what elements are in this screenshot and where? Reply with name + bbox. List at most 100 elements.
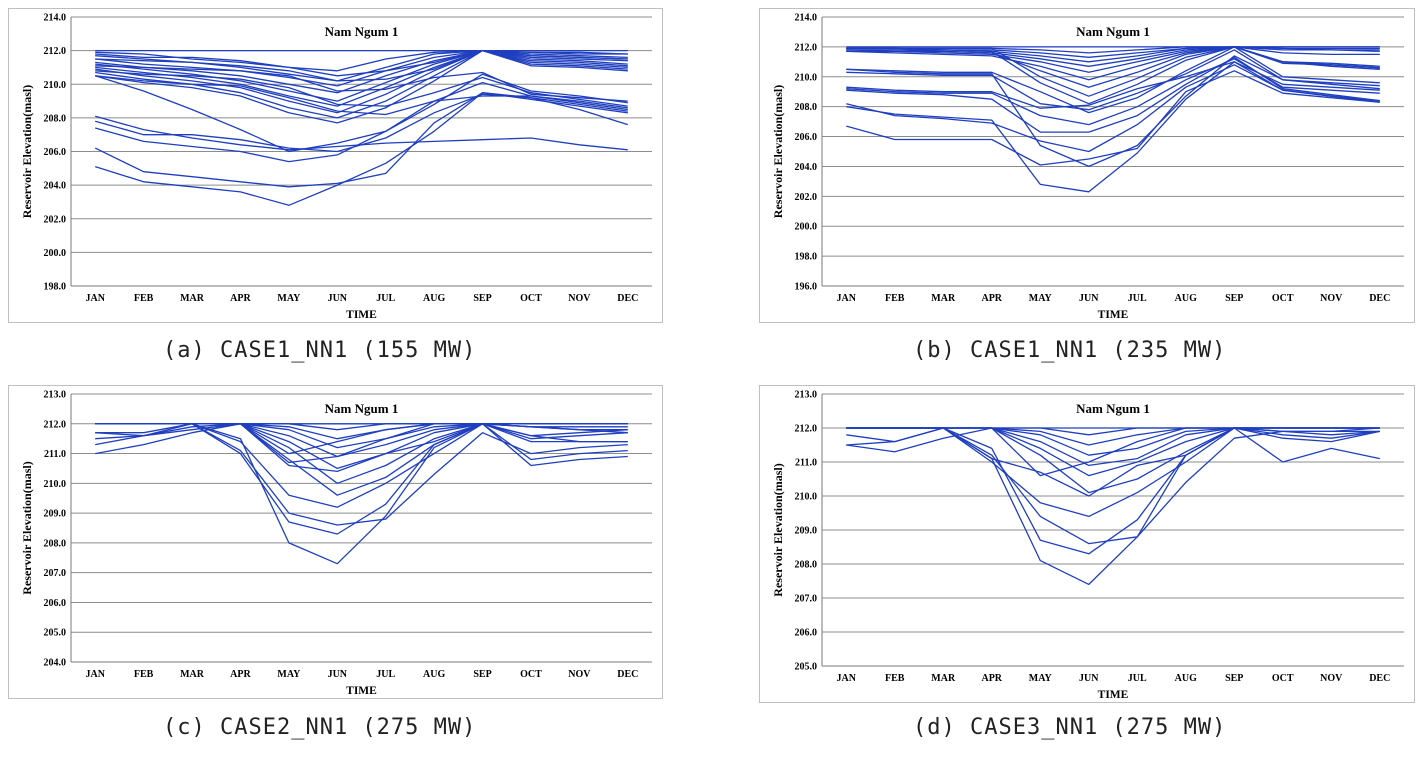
y-tick-label: 202.0	[44, 214, 67, 225]
x-tick-label: JAN	[85, 669, 105, 680]
series-line	[846, 46, 1380, 105]
y-axis-title: Reservoir Elevation(masl)	[771, 463, 785, 596]
series-line	[95, 423, 628, 455]
x-tick-label: AUG	[423, 293, 445, 304]
chart-title: Nam Ngum 1	[325, 24, 399, 39]
series-line	[95, 49, 628, 77]
series-line	[95, 423, 628, 526]
series-line	[846, 61, 1380, 109]
x-tick-label: SEP	[1225, 293, 1243, 304]
chart-caption-b: (b) CASE1_NN1 (235 MW)	[913, 338, 1227, 363]
y-tick-label: 210.0	[795, 492, 818, 503]
y-tick-label: 211.0	[795, 458, 817, 469]
chart-caption-d: (d) CASE3_NN1 (275 MW)	[913, 715, 1227, 740]
series-line	[846, 427, 1380, 555]
x-tick-label: MAR	[180, 293, 205, 304]
series-line	[95, 49, 628, 124]
y-tick-label: 212.0	[44, 46, 67, 57]
y-tick-label: 200.0	[795, 222, 818, 233]
x-tick-label: MAR	[931, 673, 956, 684]
x-tick-label: MAY	[277, 293, 301, 304]
series-line	[95, 49, 628, 82]
x-tick-label: JUN	[328, 669, 348, 680]
x-tick-label: OCT	[520, 669, 542, 680]
y-tick-label: 210.0	[795, 72, 818, 83]
y-tick-label: 205.0	[795, 662, 818, 673]
series-line	[95, 423, 628, 535]
chart-caption-c: (c) CASE2_NN1 (275 MW)	[163, 715, 477, 740]
x-tick-label: AUG	[1175, 293, 1197, 304]
y-tick-label: 198.0	[44, 282, 67, 293]
x-axis-title: TIME	[1098, 309, 1129, 321]
y-tick-label: 204.0	[44, 658, 67, 669]
y-tick-label: 200.0	[44, 248, 67, 259]
chart-title: Nam Ngum 1	[1076, 24, 1150, 39]
y-tick-label: 209.0	[795, 526, 818, 537]
x-tick-label: SEP	[1225, 673, 1243, 684]
y-tick-label: 212.0	[795, 424, 818, 435]
series-line	[95, 49, 628, 107]
x-tick-label: MAR	[931, 293, 956, 304]
series-line	[95, 423, 628, 496]
x-tick-label: APR	[230, 669, 251, 680]
y-tick-label: 208.0	[44, 113, 67, 124]
chart-caption-a: (a) CASE1_NN1 (155 MW)	[163, 338, 477, 363]
series-line	[95, 93, 628, 153]
series-line	[846, 427, 1380, 518]
x-tick-label: FEB	[134, 669, 154, 680]
series-line	[846, 70, 1380, 166]
x-tick-label: OCT	[1272, 293, 1294, 304]
series-line	[846, 46, 1380, 73]
y-tick-label: 207.0	[795, 594, 818, 605]
series-line	[95, 423, 628, 473]
series-line	[846, 427, 1380, 497]
y-tick-label: 213.0	[795, 390, 818, 401]
series-line	[95, 49, 628, 114]
chart-svg-a: 198.0 200.0 202.0 204.0 206.0 208.0 210.0 212.0…	[20, 13, 652, 321]
x-tick-label: JUN	[1079, 293, 1099, 304]
x-tick-label: JAN	[85, 293, 105, 304]
y-tick-label: 196.0	[795, 282, 818, 293]
chart-svg-d: 205.0 206.0 207.0 208.0 209.0 210.0 211.0 212.0…	[771, 390, 1404, 701]
x-tick-label: MAY	[1029, 673, 1053, 684]
x-tick-label: FEB	[885, 293, 905, 304]
x-tick-label: JUL	[376, 293, 395, 304]
y-tick-label: 212.0	[795, 42, 818, 53]
x-tick-label: FEB	[885, 673, 905, 684]
series-line	[846, 427, 1380, 477]
y-tick-label: 204.0	[795, 162, 818, 173]
y-tick-label: 206.0	[44, 598, 67, 609]
series-line	[95, 49, 628, 102]
x-tick-label: NOV	[1320, 293, 1343, 304]
y-tick-label: 204.0	[44, 181, 67, 192]
series-line	[846, 61, 1380, 193]
series-line	[846, 58, 1380, 126]
y-tick-label: 210.0	[44, 80, 67, 91]
y-tick-label: 206.0	[795, 628, 818, 639]
x-tick-label: DEC	[617, 293, 638, 304]
series-line	[95, 65, 628, 102]
x-tick-label: DEC	[1369, 293, 1390, 304]
x-tick-label: AUG	[423, 669, 445, 680]
series-line	[95, 70, 628, 107]
x-tick-label: APR	[981, 293, 1002, 304]
chart-frame-c: 204.0 205.0 206.0 207.0 208.0 209.0 210.0 211.0…	[8, 385, 663, 699]
x-tick-label: JUL	[1128, 293, 1147, 304]
chart-svg-c: 204.0 205.0 206.0 207.0 208.0 209.0 210.0 211.0…	[20, 390, 652, 697]
y-tick-label: 212.0	[44, 419, 67, 430]
x-tick-label: OCT	[520, 293, 542, 304]
series-line	[94, 92, 628, 188]
y-axis-title: Reservoir Elevation(masl)	[20, 461, 34, 594]
y-tick-label: 207.0	[44, 568, 67, 579]
y-tick-label: 202.0	[795, 192, 818, 203]
chart-title: Nam Ngum 1	[1076, 401, 1150, 416]
x-tick-label: NOV	[568, 293, 591, 304]
y-tick-label: 209.0	[44, 509, 67, 520]
series-line	[846, 46, 1380, 114]
x-tick-label: MAY	[277, 669, 301, 680]
x-tick-label: SEP	[473, 669, 491, 680]
y-tick-label: 206.0	[44, 147, 67, 158]
y-tick-label: 214.0	[795, 13, 818, 24]
x-axis-title: TIME	[1098, 689, 1129, 701]
series-line	[846, 427, 1380, 494]
